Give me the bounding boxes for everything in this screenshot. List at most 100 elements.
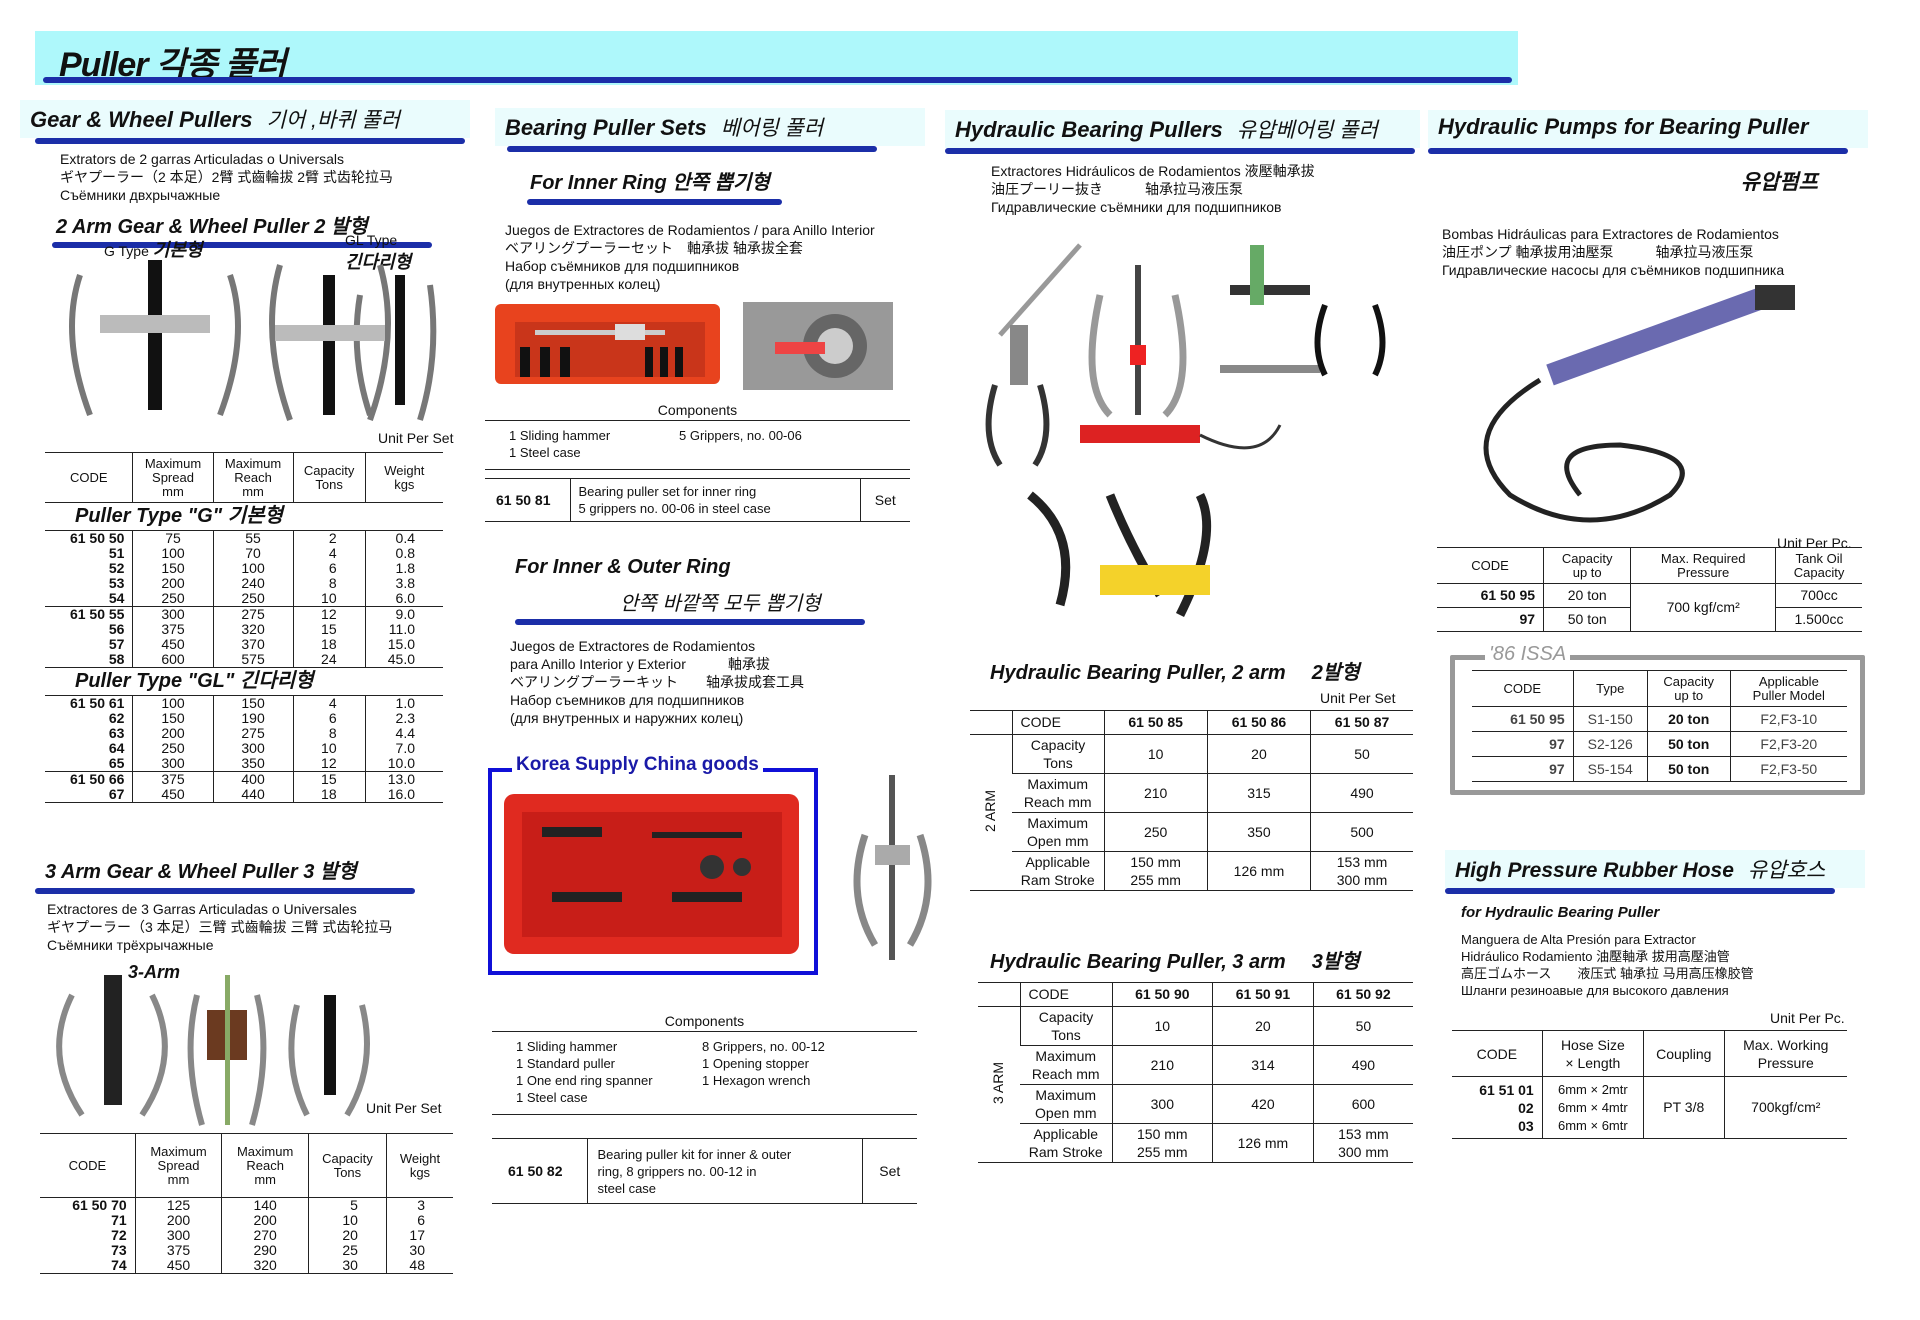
two-arm-title: 2 Arm Gear & Wheel Puller 2 발형 bbox=[56, 216, 368, 238]
inner-components: Components 1 Sliding hammer 1 Steel case… bbox=[485, 402, 910, 470]
cell-value: 400 bbox=[241, 771, 265, 787]
cell-value: 250 bbox=[161, 740, 185, 756]
cell-value: 12 bbox=[321, 755, 337, 771]
table-row: Maximum Open mm 250 350 500 bbox=[970, 812, 1413, 852]
korea-supply-box: Korea Supply China goods bbox=[488, 754, 818, 975]
table-cell: 490 bbox=[1312, 1045, 1413, 1085]
table-cell: 400 440 bbox=[212, 771, 294, 803]
cell-value: 15.0 bbox=[387, 636, 415, 652]
cell-value: 4.4 bbox=[395, 725, 415, 741]
hydraulic-section: Hydraulic Bearing Pullers 유압베어링 풀러 Extrac… bbox=[945, 110, 1420, 216]
title-underline bbox=[43, 77, 1512, 83]
table-cell: S2-126 bbox=[1572, 731, 1648, 757]
hose-underline bbox=[1445, 888, 1835, 894]
cell-value: 30 bbox=[342, 1257, 358, 1273]
table-cell: 50 bbox=[1310, 734, 1413, 774]
column-header: CODE bbox=[68, 1157, 107, 1173]
gear-heading: Gear & Wheel Pullers 기어 ,바퀴 풀러 bbox=[20, 100, 470, 138]
table-cell: 350 bbox=[1206, 812, 1311, 852]
cell-value: 18 bbox=[321, 786, 337, 802]
cell-value: 200 bbox=[253, 1212, 277, 1228]
table-cell: 300 bbox=[1111, 1084, 1213, 1124]
three-arm-unit: Unit Per Set bbox=[366, 1100, 442, 1116]
cell-value: 10.0 bbox=[387, 755, 415, 771]
table-row: 61 50 95 S1-150 20 ton F2,F3-10 bbox=[1472, 706, 1847, 732]
inner-ring-underline bbox=[527, 199, 782, 205]
cell-value: 10 bbox=[321, 590, 337, 606]
table-cell: 12 15 18 24 bbox=[292, 606, 366, 668]
cell-value: 250 bbox=[161, 590, 185, 606]
cell-value: 450 bbox=[161, 636, 185, 652]
cell-value: 270 bbox=[253, 1227, 277, 1243]
table-cell: 153 mm 300 mm bbox=[1312, 1123, 1413, 1163]
cell-value: 600 bbox=[161, 651, 185, 667]
cell-value: 5 bbox=[350, 1197, 358, 1213]
three-arm-table: CODE Maximum Spread mm Maximum Reach mm Cap… bbox=[40, 1133, 453, 1274]
arm-side-label: 2 ARM bbox=[970, 735, 1012, 891]
column-header: Max. Required Pressure bbox=[1630, 547, 1776, 584]
table-cell: 315 bbox=[1206, 773, 1311, 813]
model-code: 61 50 90 bbox=[1111, 982, 1213, 1007]
hose-table: CODE Hose Size × Length Coupling Max. Wo… bbox=[1452, 1030, 1847, 1139]
table-cell: 61 50 55 56 57 58 bbox=[45, 607, 133, 668]
outer-ring-puller-image bbox=[853, 775, 932, 960]
cell-value: 200 bbox=[166, 1212, 191, 1228]
table-row: 61 51 01 02 03 6mm × 2mtr 6mm × 4mtr 6mm… bbox=[1452, 1076, 1847, 1139]
hose-col-code: CODE bbox=[1476, 1045, 1518, 1062]
hydraulic-underline bbox=[945, 148, 1415, 154]
outer-components: Components 1 Sliding hammer 1 Standard p… bbox=[492, 1013, 917, 1115]
cell-value: 375 bbox=[161, 621, 185, 637]
pumps-heading: Hydraulic Pumps for Bearing Puller bbox=[1428, 110, 1868, 148]
table-header-row: CODE Type Capacity up to Applicable Puller … bbox=[1472, 670, 1847, 707]
cell-value: 100 bbox=[241, 560, 265, 576]
column-header: Capacity up to bbox=[1646, 670, 1731, 707]
hose-multilingual: Manguera de Alta Presión para Extractor … bbox=[1461, 932, 1754, 998]
three-arm-underline bbox=[35, 888, 415, 894]
row-label: Maximum Reach mm bbox=[1023, 776, 1092, 810]
type-g-header: Puller Type "G" 기본형 bbox=[45, 503, 443, 531]
three-arm-puller-image bbox=[56, 975, 370, 1126]
pump-table: CODE Capacity up to Max. Required Pressure… bbox=[1437, 547, 1862, 632]
model-code: 61 50 86 bbox=[1206, 710, 1311, 735]
cell-value: 8 bbox=[328, 725, 337, 741]
cell-value: 275 bbox=[241, 725, 265, 741]
table-header-row: CODE 61 50 85 61 50 86 61 50 87 bbox=[970, 710, 1413, 735]
cell-value: 100 bbox=[161, 695, 185, 711]
cell-value: 6.0 bbox=[395, 590, 415, 606]
table-cell: 375 450 bbox=[132, 771, 214, 803]
cell-value: 48 bbox=[409, 1257, 425, 1273]
pump-capacity: 50 ton bbox=[1543, 607, 1631, 632]
cell-value: 1.0 bbox=[395, 695, 415, 711]
gear-section: Gear & Wheel Pullers 기어 ,바퀴 풀러 Extrators … bbox=[20, 100, 470, 248]
table-cell: 314 bbox=[1212, 1045, 1314, 1085]
table-cell: 126 mm bbox=[1212, 1123, 1314, 1163]
cell-value: 24 bbox=[321, 651, 337, 667]
cell-value: 300 bbox=[241, 740, 265, 756]
cell-value: 200 bbox=[161, 575, 185, 591]
cell-value: 190 bbox=[241, 710, 265, 726]
inner-code: 61 50 81 bbox=[496, 491, 551, 508]
cell-value: 200 bbox=[161, 725, 185, 741]
cell-value: 0.4 bbox=[395, 530, 415, 546]
table-row: 61 50 82 Bearing puller kit for inner & … bbox=[492, 1138, 917, 1204]
cell-value: 4 bbox=[328, 545, 337, 561]
cell-value: 300 bbox=[166, 1227, 191, 1243]
inner-components-left: 1 Sliding hammer 1 Steel case bbox=[509, 428, 611, 460]
table-row-group: 61 50 55 56 57 58 300 375 450 600 275 320 370 575 12… bbox=[45, 606, 443, 668]
cell-value: 450 bbox=[166, 1257, 191, 1273]
cell-value: 30 bbox=[409, 1242, 425, 1258]
hose-section: High Pressure Rubber Hose 유압호스 for Hydrau… bbox=[1445, 850, 1865, 999]
issa-label: '86 ISSA bbox=[1485, 643, 1571, 666]
blank-cell bbox=[970, 711, 1012, 735]
three-arm-image-label: 3-Arm bbox=[128, 962, 181, 982]
column-header: Maximum Reach mm bbox=[212, 452, 294, 503]
hyd-2arm-title: Hydraulic Bearing Puller, 2 arm 2발형 bbox=[990, 662, 1360, 684]
cell-value: 16.0 bbox=[387, 786, 415, 802]
gear-underline bbox=[35, 138, 465, 144]
column-header: Capacity Tons bbox=[292, 452, 366, 503]
cell-value: 75 bbox=[165, 530, 181, 546]
inner-components-label: Components bbox=[485, 402, 910, 421]
cell-value: 67 bbox=[108, 786, 125, 802]
cell-value: 100 bbox=[161, 545, 185, 561]
table-cell: 2 4 6 8 10 bbox=[292, 530, 366, 607]
